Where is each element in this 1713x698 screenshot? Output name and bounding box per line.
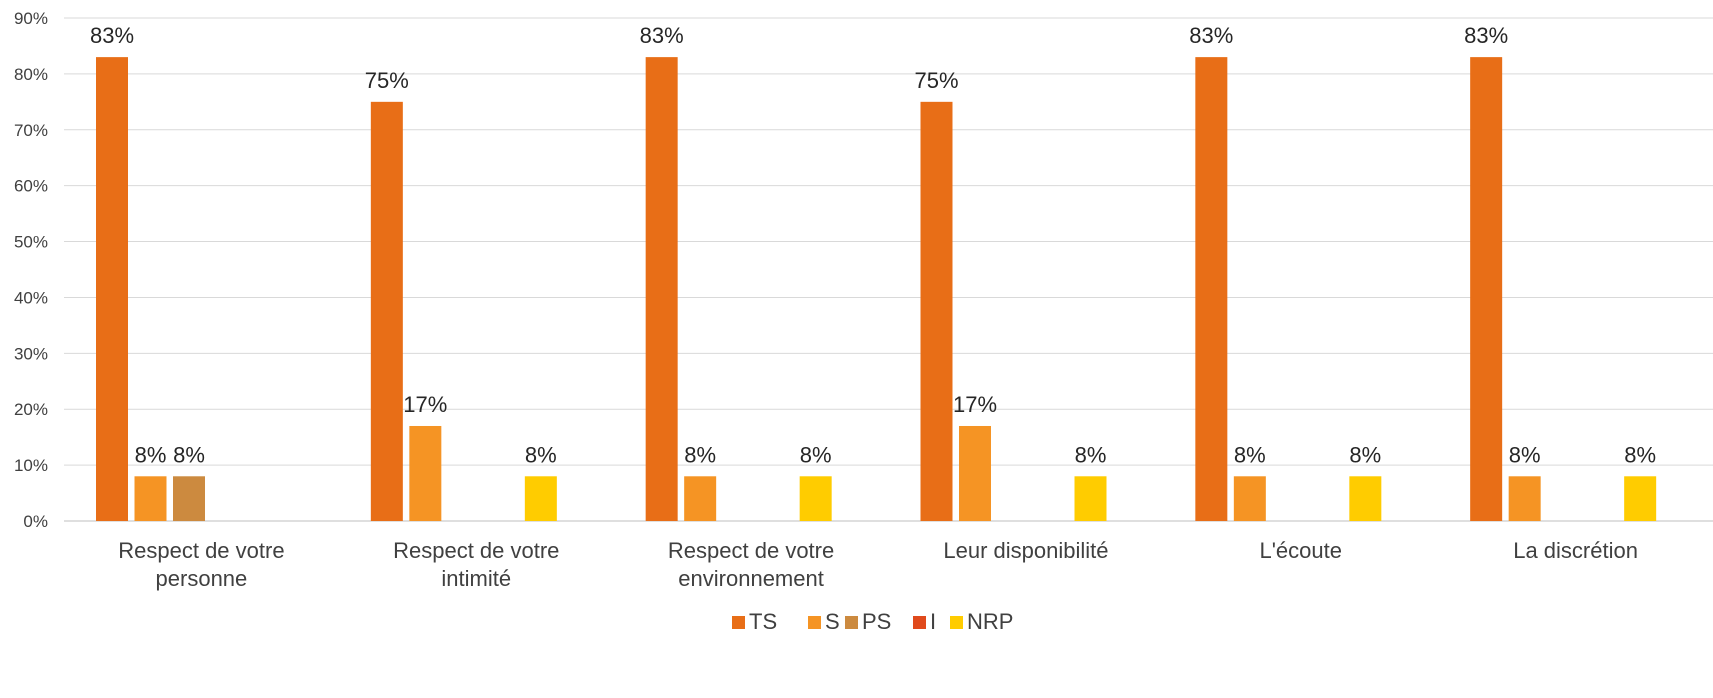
x-category-label: Leur disponibilité [943, 538, 1108, 563]
data-label: 8% [1509, 442, 1541, 467]
x-category-label: La discrétion [1513, 538, 1638, 563]
y-tick-label: 40% [14, 288, 48, 307]
x-category-line: personne [156, 566, 248, 591]
bar-s-4 [959, 425, 991, 521]
data-label: 17% [953, 392, 997, 417]
legend-swatch-ts [732, 616, 745, 629]
x-category-label: L'écoute [1260, 538, 1343, 563]
legend-label-i: I [930, 609, 936, 634]
x-category-label: Respect de votre personne [118, 538, 284, 591]
bar-ts-4 [920, 101, 953, 521]
legend-swatch-i [913, 616, 926, 629]
y-axis-ticks: 0% 10% 20% 30% 40% 50% 60% 70% 80% 90% [14, 9, 48, 531]
legend-label-nrp: NRP [967, 609, 1013, 634]
bar-s-2 [409, 425, 442, 521]
data-label: 83% [90, 23, 134, 48]
data-label: 8% [525, 442, 557, 467]
data-label: 8% [135, 442, 167, 467]
y-tick-label: 0% [23, 512, 48, 531]
x-category-line: intimité [441, 566, 511, 591]
x-category-line: Respect de votre [668, 538, 834, 563]
y-tick-label: 70% [14, 121, 48, 140]
legend: TS S PS I NRP [732, 609, 1013, 634]
legend-swatch-nrp [950, 616, 963, 629]
data-label: 8% [800, 442, 832, 467]
data-label: 8% [1075, 442, 1107, 467]
bar-ts-6 [1470, 57, 1503, 521]
x-category-line: Respect de votre [118, 538, 284, 563]
bar-ts-1 [96, 57, 128, 521]
x-category-line: La discrétion [1513, 538, 1638, 563]
y-tick-label: 20% [14, 400, 48, 419]
gridlines [64, 17, 1713, 522]
data-label: 8% [684, 442, 716, 467]
bar-ts-2 [370, 101, 403, 521]
x-category-label: Respect de votre intimité [393, 538, 559, 591]
x-category-line: Leur disponibilité [943, 538, 1108, 563]
data-label: 83% [1189, 23, 1233, 48]
y-tick-label: 30% [14, 344, 48, 363]
y-tick-label: 50% [14, 233, 48, 252]
legend-label-ts: TS [749, 609, 777, 634]
data-label: 8% [1624, 442, 1656, 467]
data-label: 83% [640, 23, 684, 48]
bar-nrp-4 [1074, 476, 1107, 521]
bar-nrp-2 [524, 476, 557, 521]
data-label: 17% [403, 392, 447, 417]
legend-swatch-s [808, 616, 821, 629]
x-category-line: Respect de votre [393, 538, 559, 563]
bar-nrp-6 [1624, 476, 1657, 521]
data-label: 8% [173, 442, 205, 467]
data-labels: 83%8% 8%75%17%8%83%8% 8%75%17%8%83%8% 8%83%… [90, 23, 1656, 467]
bar-s-3 [684, 476, 717, 521]
y-tick-label: 80% [14, 65, 48, 84]
legend-label-ps: PS [862, 609, 891, 634]
bars [96, 57, 1657, 521]
bar-s-6 [1508, 476, 1541, 521]
data-label: 75% [914, 68, 958, 93]
data-label: 75% [365, 68, 409, 93]
legend-label-s: S [825, 609, 840, 634]
bar-ps-1 [173, 476, 205, 521]
y-tick-label: 10% [14, 456, 48, 475]
bar-ts-5 [1195, 57, 1228, 521]
bar-ts-3 [645, 57, 678, 521]
x-category-line: L'écoute [1260, 538, 1343, 563]
legend-swatch-ps [845, 616, 858, 629]
data-label: 8% [1234, 442, 1266, 467]
bar-s-1 [134, 476, 167, 521]
x-category-line: environnement [678, 566, 824, 591]
bar-s-5 [1233, 476, 1266, 521]
bar-nrp-5 [1349, 476, 1382, 521]
y-tick-label: 60% [14, 177, 48, 196]
data-label: 83% [1464, 23, 1508, 48]
y-tick-label: 90% [14, 9, 48, 28]
bar-nrp-3 [799, 476, 832, 521]
x-category-label: Respect de votre environnement [668, 538, 834, 591]
data-label: 8% [1349, 442, 1381, 467]
